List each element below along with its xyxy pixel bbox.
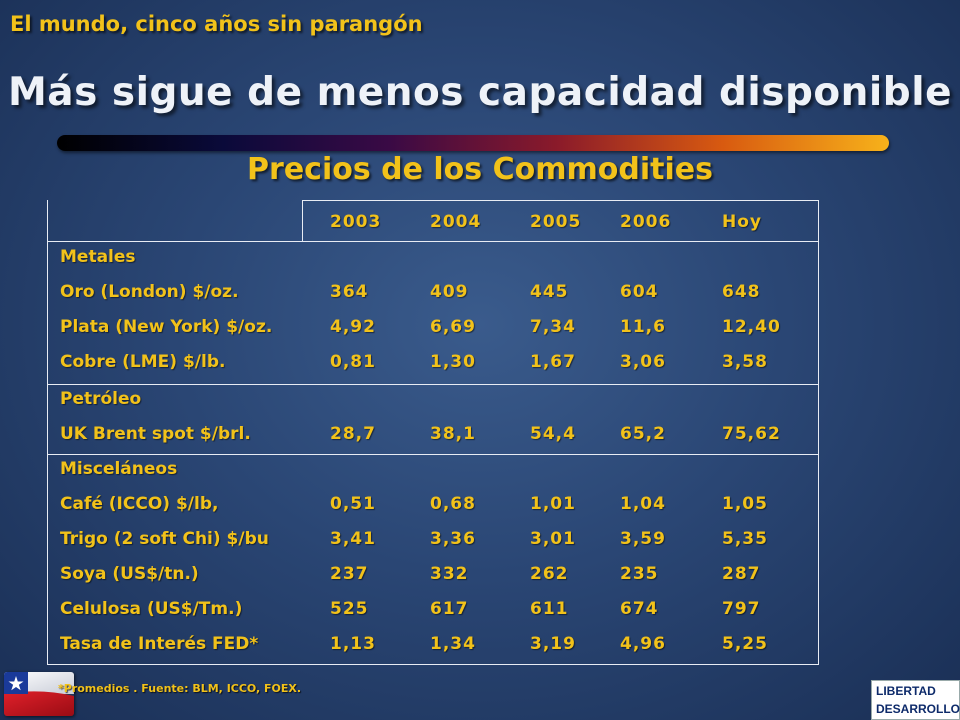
section-heading: El mundo, cinco años sin parangón	[10, 12, 423, 36]
slide-title: Más sigue de menos capacidad disponible	[7, 70, 953, 115]
cell-2003: 237	[330, 564, 369, 584]
cell-2005: 3,19	[530, 634, 576, 654]
cell-hoy: 75,62	[722, 424, 781, 444]
cell-2006: 4,96	[620, 634, 666, 654]
cell-hoy: 287	[722, 564, 761, 584]
cell-2004: 38,1	[430, 424, 476, 444]
cell-2005: 54,4	[530, 424, 576, 444]
header-year-2004: 2004	[430, 212, 482, 232]
header-year-2005: 2005	[530, 212, 582, 232]
chile-flag-icon	[4, 672, 74, 716]
row-label: Oro (London) $/oz.	[60, 282, 239, 302]
cell-2004: 1,34	[430, 634, 476, 654]
cell-hoy: 1,05	[722, 494, 768, 514]
row-label: Trigo (2 soft Chi) $/bu	[60, 529, 269, 549]
row-label: Metales	[60, 247, 136, 267]
cell-2003: 1,13	[330, 634, 376, 654]
row-label: Tasa de Interés FED*	[60, 634, 259, 654]
cell-2004: 617	[430, 599, 469, 619]
cell-2003: 4,92	[330, 317, 376, 337]
cell-hoy: 3,58	[722, 352, 768, 372]
cell-2006: 1,04	[620, 494, 666, 514]
cell-2005: 7,34	[530, 317, 576, 337]
cell-2006: 3,06	[620, 352, 666, 372]
table-divider-petroleo	[47, 384, 818, 385]
row-label: Café (ICCO) $/lb,	[60, 494, 219, 514]
cell-hoy: 5,35	[722, 529, 768, 549]
cell-2004: 409	[430, 282, 469, 302]
cell-2006: 235	[620, 564, 659, 584]
cell-2003: 0,81	[330, 352, 376, 372]
cell-2004: 0,68	[430, 494, 476, 514]
cell-2003: 0,51	[330, 494, 376, 514]
row-label: Cobre (LME) $/lb.	[60, 352, 226, 372]
cell-2004: 332	[430, 564, 469, 584]
cell-2005: 445	[530, 282, 569, 302]
row-label: Misceláneos	[60, 459, 178, 479]
cell-2003: 525	[330, 599, 369, 619]
gradient-divider	[57, 135, 889, 151]
cell-2004: 1,30	[430, 352, 476, 372]
cell-2006: 3,59	[620, 529, 666, 549]
year-header-box	[302, 200, 819, 242]
cell-2005: 611	[530, 599, 569, 619]
cell-2006: 604	[620, 282, 659, 302]
cell-hoy: 797	[722, 599, 761, 619]
cell-2003: 364	[330, 282, 369, 302]
cell-2006: 65,2	[620, 424, 666, 444]
cell-2005: 1,01	[530, 494, 576, 514]
logo-line2: DESARROLLO	[876, 702, 960, 716]
libertad-desarrollo-logo: LIBERTAD DESARROLLO	[871, 680, 960, 720]
cell-2004: 6,69	[430, 317, 476, 337]
cell-2005: 3,01	[530, 529, 576, 549]
table-divider-top	[47, 241, 818, 242]
cell-hoy: 648	[722, 282, 761, 302]
row-label: Petróleo	[60, 389, 142, 409]
cell-2004: 3,36	[430, 529, 476, 549]
cell-2005: 1,67	[530, 352, 576, 372]
row-label: Plata (New York) $/oz.	[60, 317, 273, 337]
cell-2003: 3,41	[330, 529, 376, 549]
footnote: *Promedios . Fuente: BLM, ICCO, FOEX.	[58, 682, 302, 695]
header-year-2003: 2003	[330, 212, 382, 232]
header-year-2006: 2006	[620, 212, 672, 232]
slide-subtitle: Precios de los Commodities	[247, 152, 713, 187]
table-divider-miscelaneos	[47, 454, 818, 455]
cell-hoy: 5,25	[722, 634, 768, 654]
row-label: Celulosa (US$/Tm.)	[60, 599, 243, 619]
row-label: Soya (US$/tn.)	[60, 564, 199, 584]
logo-line1: LIBERTAD	[876, 684, 936, 698]
cell-hoy: 12,40	[722, 317, 781, 337]
cell-2006: 674	[620, 599, 659, 619]
cell-2005: 262	[530, 564, 569, 584]
table-frame	[47, 200, 819, 665]
row-label: UK Brent spot $/brl.	[60, 424, 251, 444]
header-hoy: Hoy	[722, 212, 762, 232]
cell-2003: 28,7	[330, 424, 376, 444]
cell-2006: 11,6	[620, 317, 666, 337]
